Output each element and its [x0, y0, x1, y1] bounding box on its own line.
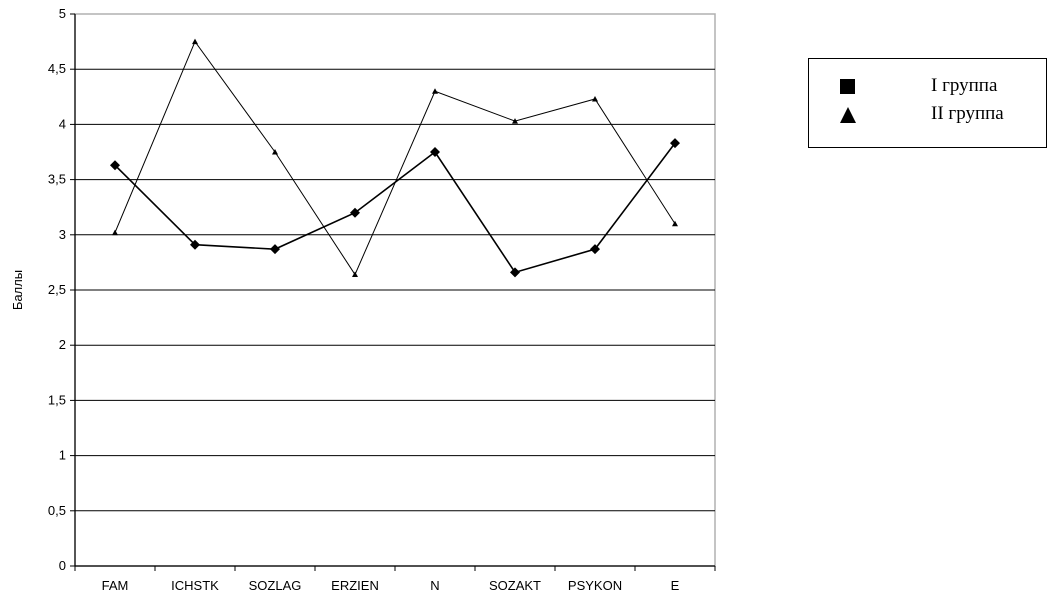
series-1-point [670, 138, 680, 149]
series-2-point [112, 229, 118, 236]
y-tick-label: 5 [59, 6, 66, 21]
x-tick-label: SOZLAG [249, 578, 302, 593]
series-2-point [272, 149, 278, 155]
series-2-point [432, 88, 438, 94]
series-1-point [590, 244, 600, 255]
y-axis-label: Баллы [10, 270, 25, 310]
y-tick-label: 4,5 [48, 61, 66, 76]
y-tick-label: 0,5 [48, 503, 66, 518]
series-1-point [110, 160, 120, 171]
legend-label-series-1: I группа [931, 75, 998, 96]
y-tick-label: 1 [59, 448, 66, 463]
y-tick-label: 2,5 [48, 282, 66, 297]
y-tick-label: 2 [59, 337, 66, 352]
y-tick-label: 3 [59, 227, 66, 242]
series-1-point [430, 147, 440, 157]
x-tick-label: ERZIEN [331, 578, 379, 593]
triangle-marker-icon [840, 107, 856, 123]
y-tick-labels: 0 0,5 1 1,5 2 2,5 3 3,5 4 4,5 5 [48, 6, 75, 573]
x-tick-label: ICHSTK [171, 578, 219, 593]
series-line-2 [114, 40, 676, 276]
series-1-point [350, 207, 360, 218]
series-1-point [270, 244, 280, 255]
x-tick-label: PSYKON [568, 578, 622, 593]
legend-item-series-1: I группа [809, 73, 1046, 101]
x-tick-labels: FAM ICHSTK SOZLAG ERZIEN N SOZAKT PSYKON E [74, 566, 716, 593]
series-2-point [352, 271, 358, 278]
series-2-point [192, 38, 198, 45]
square-marker-icon [840, 79, 855, 94]
y-tick-label: 1,5 [48, 392, 66, 407]
y-tick-label: 3,5 [48, 172, 66, 187]
y-tick-label: 4 [59, 116, 66, 131]
legend-item-series-2: II группа [809, 101, 1046, 129]
x-tick-label: N [430, 578, 439, 593]
series-layer [110, 38, 680, 278]
legend: I группа II группа [808, 58, 1047, 148]
legend-label-series-2: II группа [931, 103, 1004, 124]
x-tick-label: E [671, 578, 680, 593]
series-2-point [592, 96, 598, 102]
x-tick-label: SOZAKT [489, 578, 541, 593]
x-tick-label: FAM [102, 578, 129, 593]
series-1-point [510, 267, 520, 278]
series-2-point [512, 118, 518, 124]
series-2-point [672, 220, 678, 227]
y-tick-label: 0 [59, 558, 66, 573]
series-1-point [190, 239, 200, 250]
